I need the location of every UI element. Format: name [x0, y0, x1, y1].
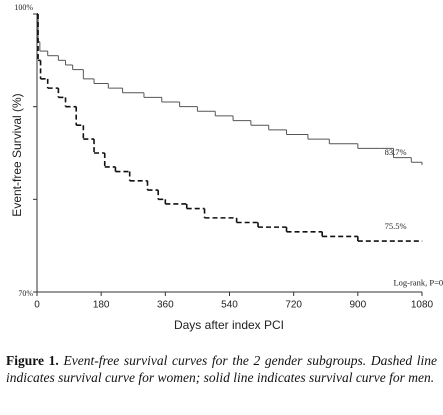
- annotation: 75.5%: [385, 221, 407, 231]
- caption-text: Event-free survival curves for the 2 gen…: [6, 353, 437, 385]
- annotation: 83.7%: [385, 147, 407, 157]
- annotation: Log-rank, P=0.04: [393, 278, 443, 288]
- x-tick-label: 900: [349, 300, 366, 311]
- x-tick-label: 1080: [411, 300, 434, 311]
- caption-label: Figure 1.: [6, 353, 59, 368]
- y-axis-label: Event-free Survival (%): [10, 93, 24, 216]
- y-tick-label: 70%: [18, 289, 33, 298]
- x-tick-label: 0: [34, 300, 40, 311]
- x-tick-label: 180: [93, 300, 110, 311]
- y-tick-label: 100%: [14, 3, 33, 12]
- x-tick-label: 360: [157, 300, 174, 311]
- caption: Figure 1. Event-free survival curves for…: [6, 352, 437, 386]
- x-tick-label: 540: [221, 300, 238, 311]
- x-axis-label: Days after index PCI: [174, 318, 284, 332]
- x-tick-label: 720: [285, 300, 302, 311]
- chart: Event-free Survival (%) Days after index…: [10, 3, 443, 332]
